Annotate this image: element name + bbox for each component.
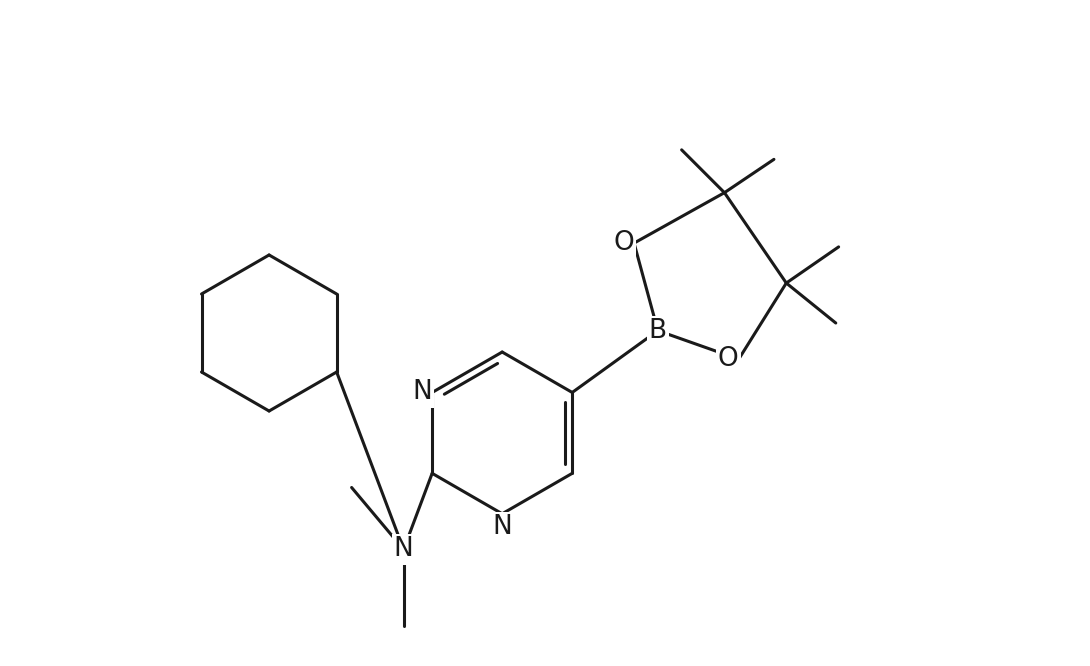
Text: N: N xyxy=(393,536,413,563)
Text: O: O xyxy=(718,346,739,372)
Text: N: N xyxy=(493,513,512,539)
Text: N: N xyxy=(412,380,432,406)
Text: O: O xyxy=(614,230,634,256)
Text: B: B xyxy=(649,318,667,344)
